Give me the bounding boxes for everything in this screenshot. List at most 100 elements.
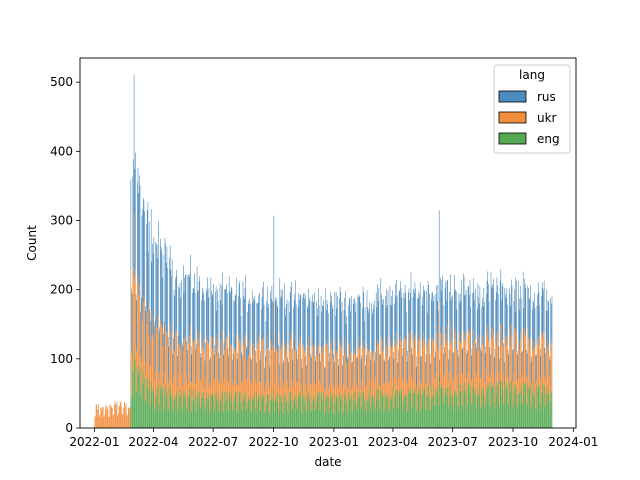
bar-eng [247,396,249,428]
bar-ukr [364,361,365,400]
bar-rus [371,313,373,356]
bar-eng [462,405,464,428]
bar-ukr [450,322,451,384]
bar-ukr [355,353,357,391]
bar-ukr [453,378,454,411]
bar-eng [266,393,268,428]
bar-ukr [434,373,436,406]
bar-eng [238,392,240,428]
bar-ukr [406,356,407,397]
bar-ukr [379,386,381,411]
bar-ukr [377,343,379,390]
bar-ukr [356,383,357,407]
bar-eng [177,412,178,428]
bar-ukr [417,351,418,395]
bar-rus [240,315,242,359]
bar-ukr [157,327,159,387]
bar-ukr [110,403,111,428]
bar-eng [352,410,353,428]
bar-eng [507,403,509,428]
bar-rus [192,288,194,340]
bar-eng [171,399,172,428]
bar-rus [458,293,460,333]
bar-ukr [402,377,404,405]
bar-eng [281,402,283,428]
bar-ukr [148,305,150,379]
bar-eng [141,400,142,428]
bar-ukr [417,341,419,391]
bar-eng [259,394,260,428]
bar-ukr [255,378,256,408]
bar-ukr [134,277,136,358]
bar-eng [130,360,132,428]
bar-rus [360,358,362,390]
bar-ukr [374,382,376,413]
bar-ukr [106,406,108,428]
bar-ukr [325,341,326,396]
bar-eng [320,409,321,428]
bar-rus [402,356,403,380]
bar-rus [545,310,547,350]
x-axis-title: date [314,455,341,469]
bar-eng [539,403,541,428]
bar-ukr [279,332,281,394]
bar-rus [551,303,552,340]
bar-eng [210,395,212,428]
bar-rus [482,297,483,344]
bar-ukr [333,385,334,413]
bar-ukr [133,213,135,349]
bar-ukr [221,355,223,403]
bar-ukr [260,381,262,411]
bar-eng [312,400,313,428]
bar-eng [492,388,494,428]
bar-rus [415,366,417,391]
bar-eng [434,405,436,428]
bar-ukr [289,338,291,392]
bar-ukr [452,380,454,405]
bar-rus [377,301,379,344]
bar-eng [311,402,313,428]
bar-eng [488,385,489,428]
bar-eng [173,408,174,428]
bar-ukr [429,383,431,409]
bar-eng [198,394,199,428]
bar-rus [452,352,454,381]
bar-ukr [126,414,128,428]
bar-eng [509,381,510,428]
bar-eng [217,394,219,428]
bar-rus [257,302,258,343]
bar-eng [280,395,281,428]
bar-eng [455,395,457,428]
bar-rus [439,359,441,383]
bar-eng [362,394,364,428]
bar-eng [257,399,259,428]
bar-ukr [231,344,233,392]
bar-eng [419,390,420,428]
bar-eng [286,401,287,428]
bar-eng [211,395,212,428]
bar-ukr [238,335,240,393]
bar-rus [467,286,469,331]
bar-eng [153,388,155,428]
bar-eng [431,387,433,428]
bar-rus [348,297,350,356]
bar-rus [211,290,212,336]
bar-eng [520,389,522,428]
bar-ukr [430,387,431,411]
bar-ukr [145,371,147,403]
bar-rus [211,293,213,350]
bar-rus [267,307,269,348]
bar-eng [279,393,281,428]
bar-rus [158,331,160,381]
bar-rus [204,300,205,353]
bar-ukr [230,345,232,402]
bar-rus [472,278,474,330]
bar-ukr [234,352,235,399]
bar-rus [508,354,510,380]
bar-eng [469,386,471,428]
bar-eng [504,380,506,428]
bar-eng [226,394,228,428]
bar-rus [488,301,490,342]
bar-eng [420,412,422,428]
bar-eng [245,409,247,428]
